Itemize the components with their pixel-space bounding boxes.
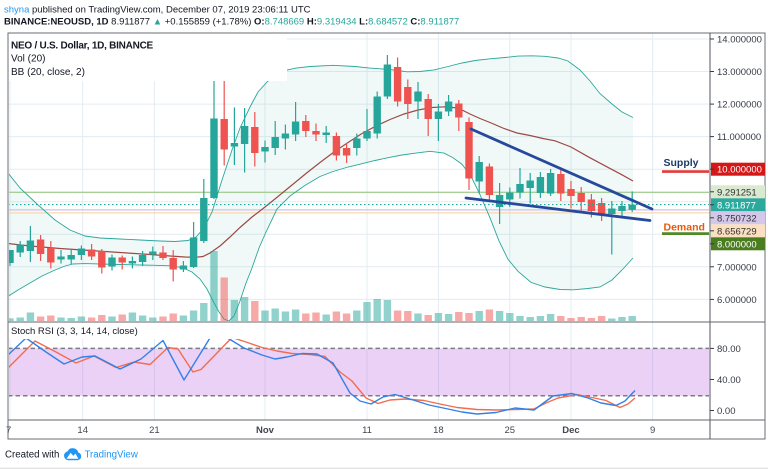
svg-text:NEO / U.S. Dollar, 1D, BINANCE: NEO / U.S. Dollar, 1D, BINANCE	[11, 41, 154, 52]
svg-text:6.000000: 6.000000	[717, 295, 757, 306]
svg-text:18: 18	[433, 425, 444, 436]
svg-text:14.000000: 14.000000	[717, 35, 762, 46]
svg-text:Dec: Dec	[562, 425, 579, 436]
svg-text:8.656729: 8.656729	[717, 226, 757, 237]
svg-text:9: 9	[650, 425, 655, 436]
svg-text:8.750732: 8.750732	[717, 213, 757, 224]
svg-text:7: 7	[6, 425, 11, 436]
svg-text:Created with: Created with	[5, 450, 59, 461]
svg-text:11: 11	[362, 425, 372, 436]
svg-text:BINANCE:NEOUSD, 1D 8.911877 ▲: BINANCE:NEOUSD, 1D 8.911877 ▲ +0.155859 …	[4, 17, 459, 28]
svg-text:shyna published on TradingView: shyna published on TradingView.com, Dece…	[4, 5, 311, 16]
svg-text:11.000000: 11.000000	[717, 132, 761, 143]
svg-text:9.291251: 9.291251	[717, 187, 757, 198]
svg-text:BB (20, close, 2): BB (20, close, 2)	[11, 67, 85, 78]
svg-text:80.00: 80.00	[717, 344, 741, 355]
svg-text:12.000000: 12.000000	[717, 100, 762, 111]
svg-text:TradingView: TradingView	[85, 450, 139, 461]
svg-text:Vol (20): Vol (20)	[11, 54, 45, 65]
svg-text:21: 21	[149, 425, 160, 436]
svg-text:7.000000: 7.000000	[717, 262, 757, 273]
svg-text:8.911877: 8.911877	[717, 200, 756, 211]
svg-text:25: 25	[505, 425, 516, 436]
svg-text:Stoch RSI (3, 3, 14, 14, close: Stoch RSI (3, 3, 14, 14, close)	[11, 326, 138, 337]
svg-text:10.000000: 10.000000	[717, 165, 762, 176]
svg-text:8.000000: 8.000000	[717, 239, 757, 250]
svg-text:Demand: Demand	[664, 221, 705, 233]
svg-text:Nov: Nov	[256, 425, 275, 436]
svg-text:40.00: 40.00	[717, 375, 741, 386]
svg-text:Supply: Supply	[664, 157, 699, 169]
svg-text:0.00: 0.00	[717, 406, 736, 417]
svg-text:14: 14	[77, 425, 88, 436]
svg-text:13.000000: 13.000000	[717, 67, 762, 78]
